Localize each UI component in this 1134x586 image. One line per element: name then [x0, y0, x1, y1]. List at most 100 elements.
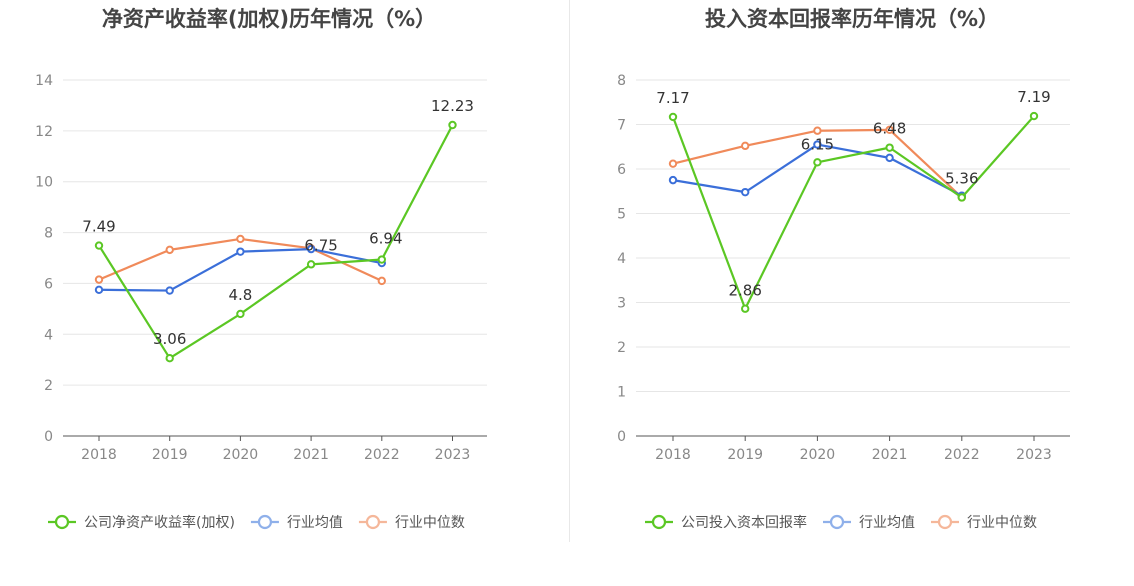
data-point[interactable] — [668, 112, 678, 122]
x-tick-label: 2022 — [364, 447, 400, 463]
y-tick-label: 0 — [44, 429, 53, 445]
data-point[interactable] — [741, 141, 750, 151]
data-point[interactable] — [668, 175, 678, 185]
legend-marker — [829, 514, 845, 530]
x-tick-label: 2022 — [944, 447, 980, 463]
legend-label: 行业中位数 — [967, 515, 1037, 531]
y-tick-label: 2 — [44, 378, 53, 394]
x-tick-label: 2020 — [223, 447, 259, 463]
x-tick-label: 2021 — [293, 447, 329, 463]
data-label: 6.94 — [369, 230, 402, 248]
chart-title: 净资产收益率(加权)历年情况（%） — [102, 7, 436, 31]
y-tick-label: 8 — [617, 73, 626, 89]
data-point[interactable] — [741, 304, 750, 313]
legend-item-company[interactable]: 公司投入资本回报率 — [645, 514, 807, 531]
legend-label: 行业中位数 — [395, 515, 465, 531]
data-label: 6.48 — [873, 120, 906, 138]
data-point[interactable] — [306, 244, 316, 254]
legend-item-industry_median[interactable]: 行业中位数 — [931, 514, 1037, 531]
data-point[interactable] — [165, 286, 174, 295]
legend-label: 行业均值 — [859, 515, 915, 531]
data-point[interactable] — [377, 276, 386, 286]
data-label: 7.19 — [1017, 88, 1050, 106]
legend-item-industry_avg[interactable]: 行业均值 — [823, 514, 915, 531]
y-tick-label: 8 — [44, 226, 53, 242]
data-point[interactable] — [741, 187, 750, 197]
series-company — [94, 120, 457, 363]
chart-panel-2: 投入资本回报率历年情况（%） 0 1 2 3 4 5 6 7 8 2018 2019 2020 2021 2… — [617, 7, 1070, 531]
data-label: 2.86 — [728, 282, 761, 300]
data-point[interactable] — [885, 143, 894, 152]
y-tick-label: 6 — [44, 276, 53, 292]
y-tick-label: 1 — [617, 385, 626, 401]
data-label: 7.49 — [82, 218, 115, 236]
y-tick-label: 6 — [617, 162, 626, 178]
x-tick-label: 2023 — [1016, 447, 1052, 463]
data-point[interactable] — [236, 234, 245, 244]
legend-marker — [651, 514, 667, 530]
series-line-industry_median — [98, 237, 383, 282]
data-label: 12.23 — [431, 97, 474, 115]
data-point[interactable] — [813, 140, 822, 149]
legend-marker — [365, 514, 381, 530]
data-point[interactable] — [1029, 111, 1039, 121]
legend-marker — [937, 514, 953, 530]
x-tick-label: 2018 — [81, 447, 117, 463]
data-point[interactable] — [94, 241, 104, 250]
legend-label: 行业均值 — [287, 515, 343, 531]
y-tick-label: 0 — [617, 429, 626, 445]
y-tick-label: 4 — [44, 327, 53, 343]
series-company — [668, 111, 1039, 313]
series-line-company — [98, 124, 454, 360]
y-tick-label: 2 — [617, 340, 626, 356]
legend-label: 公司投入资本回报率 — [681, 514, 807, 531]
x-tick-label: 2019 — [152, 447, 188, 463]
legend-marker — [54, 514, 70, 530]
series-line-company — [671, 115, 1035, 310]
data-label: 5.36 — [945, 169, 978, 187]
data-point[interactable] — [813, 158, 822, 167]
legend-marker — [257, 514, 273, 530]
data-label: 7.17 — [656, 89, 689, 107]
y-tick-label: 12 — [35, 124, 53, 140]
data-label: 4.8 — [228, 286, 252, 304]
data-label: 6.75 — [304, 236, 337, 254]
x-tick-label: 2023 — [435, 447, 471, 463]
data-point[interactable] — [813, 126, 822, 135]
x-tick-label: 2019 — [727, 447, 763, 463]
data-point[interactable] — [165, 245, 174, 255]
data-point[interactable] — [448, 120, 457, 130]
data-point[interactable] — [94, 275, 104, 284]
data-point[interactable] — [885, 125, 894, 135]
y-tick-label: 5 — [617, 207, 626, 223]
x-tick-label: 2020 — [800, 447, 836, 463]
data-point[interactable] — [94, 285, 104, 294]
data-point[interactable] — [236, 247, 245, 256]
y-tick-label: 7 — [617, 118, 626, 134]
data-point[interactable] — [668, 159, 678, 168]
x-tick-label: 2021 — [872, 447, 908, 463]
y-tick-label: 10 — [35, 175, 53, 191]
y-tick-label: 14 — [35, 73, 53, 89]
data-point[interactable] — [377, 255, 386, 264]
data-label: 6.15 — [801, 135, 834, 153]
chart-title: 投入资本回报率历年情况（%） — [705, 7, 999, 31]
legend-item-industry_avg[interactable]: 行业均值 — [250, 514, 343, 531]
x-tick-label: 2018 — [655, 447, 691, 463]
data-point[interactable] — [885, 153, 894, 163]
legend-item-company[interactable]: 公司净资产收益率(加权) — [48, 514, 235, 531]
data-point[interactable] — [236, 309, 245, 319]
series-industry_median — [94, 234, 386, 286]
legend-label: 公司净资产收益率(加权) — [84, 514, 235, 531]
data-point[interactable] — [957, 193, 966, 202]
legend-item-industry_median[interactable]: 行业中位数 — [358, 514, 465, 531]
panel-divider — [569, 0, 570, 542]
chart-panel-1: 净资产收益率(加权)历年情况（%） 0 2 4 6 8 10 12 14 2018 2019 2020… — [35, 7, 487, 531]
y-tick-label: 3 — [617, 296, 626, 312]
data-point[interactable] — [306, 260, 316, 269]
data-label: 3.06 — [153, 330, 186, 348]
data-point[interactable] — [165, 353, 174, 363]
y-tick-label: 4 — [617, 251, 626, 267]
